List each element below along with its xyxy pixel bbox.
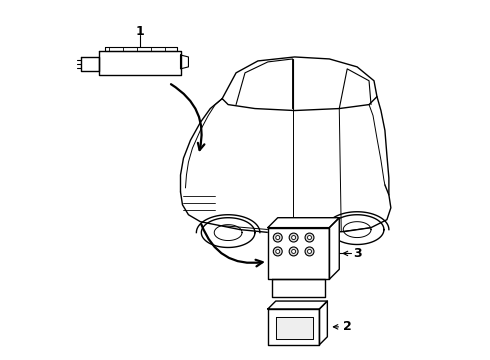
Circle shape — [305, 247, 314, 256]
Circle shape — [292, 235, 295, 239]
Polygon shape — [81, 57, 99, 71]
Polygon shape — [272, 279, 325, 297]
Circle shape — [276, 235, 280, 239]
Circle shape — [292, 249, 295, 253]
Polygon shape — [276, 317, 314, 339]
Circle shape — [273, 233, 282, 242]
Circle shape — [276, 249, 280, 253]
Circle shape — [308, 249, 312, 253]
Polygon shape — [99, 51, 180, 75]
Polygon shape — [329, 218, 339, 279]
Text: 2: 2 — [343, 320, 352, 333]
Text: 3: 3 — [353, 247, 362, 260]
Polygon shape — [268, 228, 329, 279]
Circle shape — [273, 247, 282, 256]
Circle shape — [289, 233, 298, 242]
Text: 1: 1 — [135, 24, 144, 38]
Polygon shape — [222, 57, 377, 111]
Circle shape — [289, 247, 298, 256]
Polygon shape — [268, 309, 319, 345]
Polygon shape — [268, 218, 339, 228]
Polygon shape — [180, 55, 189, 69]
Circle shape — [308, 235, 312, 239]
Polygon shape — [268, 301, 327, 309]
Polygon shape — [319, 301, 327, 345]
Polygon shape — [105, 47, 176, 51]
Circle shape — [305, 233, 314, 242]
